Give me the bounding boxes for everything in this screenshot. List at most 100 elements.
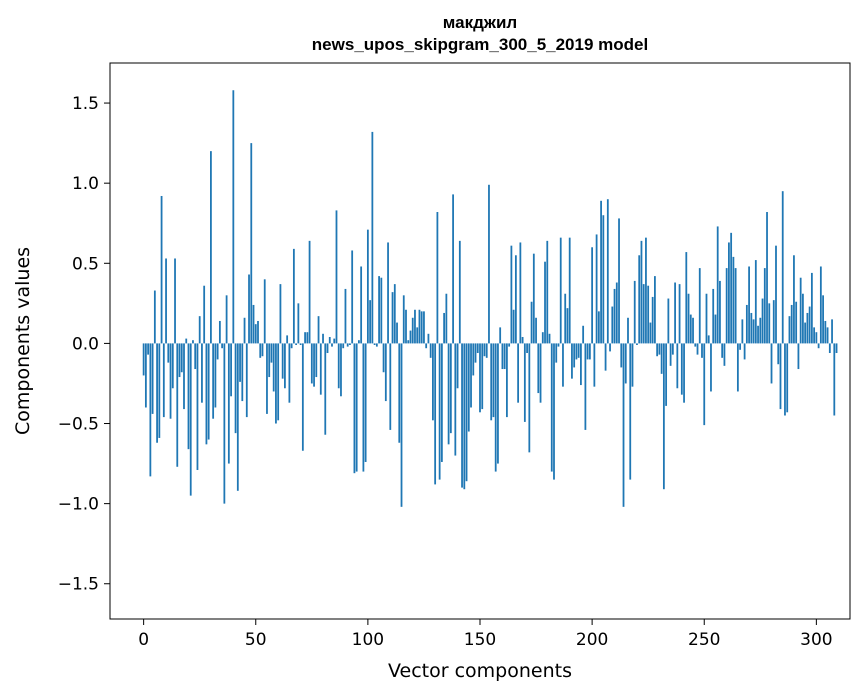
x-tick-label-2: 100 [352,630,384,650]
bar-66 [290,343,293,349]
bar-25 [198,316,201,344]
bar-153 [485,343,488,358]
bar-296 [806,312,809,344]
bar-210 [613,288,616,344]
x-tick-label-5: 250 [688,630,720,650]
bar-76 [313,343,315,387]
bar-31 [212,343,215,419]
bar-111 [391,292,394,344]
bar-44 [241,343,244,402]
bars-group [142,90,838,507]
bar-288 [788,316,791,344]
bar-4 [151,343,154,414]
bar-291 [795,301,798,344]
bar-81 [324,343,327,435]
bar-195 [580,343,582,386]
bar-79 [319,343,322,395]
bar-175 [535,317,537,344]
bar-220 [636,343,638,345]
bar-99 [364,343,367,462]
bar-162 [506,343,508,418]
bar-160 [501,343,504,370]
bar-189 [566,308,569,344]
bar-2 [147,343,150,355]
bar-249 [701,343,703,358]
bar-147 [472,343,475,376]
bar-303 [822,295,824,344]
bar-98 [362,343,365,472]
bar-110 [389,343,392,430]
bar-163 [508,343,511,347]
bar-239 [678,284,681,344]
bar-113 [396,322,398,344]
bar-268 [743,343,746,360]
bar-260 [725,268,728,344]
bar-21 [189,343,192,496]
bar-63 [284,343,286,389]
bar-148 [474,343,477,363]
bar-141 [458,240,461,344]
bar-233 [665,343,668,406]
bar-49 [252,304,255,344]
bar-198 [586,343,589,360]
bar-294 [802,293,804,344]
bar-262 [730,232,733,344]
bar-145 [467,343,470,432]
bar-214 [622,343,625,507]
bar-266 [739,343,742,350]
bar-250 [703,343,706,426]
bar-57 [270,343,273,363]
bar-282 [775,245,777,344]
bar-187 [562,343,564,387]
bar-124 [420,311,423,344]
x-tick-label-0: 0 [138,630,149,650]
bar-93 [351,250,354,344]
bar-190 [568,237,571,344]
bar-252 [707,335,710,344]
bar-168 [519,242,522,344]
bar-69 [297,303,300,344]
bar-122 [416,327,419,344]
bar-247 [696,343,699,355]
bar-30 [210,151,212,344]
bar-201 [593,343,596,387]
bar-97 [360,266,363,344]
bar-83 [328,336,331,344]
bar-54 [263,279,266,344]
bar-60 [277,343,280,421]
bar-80 [322,333,324,344]
bar-101 [369,300,372,344]
bar-32 [214,343,217,408]
bar-292 [797,343,800,370]
bar-103 [373,343,376,345]
bar-255 [714,314,717,344]
bar-41 [234,343,237,434]
bar-302 [819,266,822,344]
bar-139 [454,343,457,456]
y-axis-ticks: −1.5 −1.0 −0.5 0.0 0.5 1.0 1.5 [58,94,110,595]
bar-127 [427,333,430,344]
bar-16 [178,343,181,378]
bar-270 [748,266,750,344]
bar-24 [196,343,199,470]
bar-258 [721,343,724,358]
bar-90 [344,288,347,344]
bar-40 [232,90,235,344]
y-tick-label-2: −0.5 [58,415,99,435]
bar-297 [808,306,811,344]
bar-137 [449,343,452,434]
bar-39 [230,343,232,397]
bar-284 [779,343,782,410]
bar-102 [371,131,374,344]
bar-179 [544,261,546,344]
bar-132 [438,343,441,480]
bar-293 [799,277,802,344]
bar-82 [326,343,329,354]
bar-167 [517,343,520,403]
bar-212 [618,218,620,344]
bar-186 [559,237,562,344]
bar-170 [523,343,526,422]
bar-135 [445,293,448,344]
bar-64 [286,335,289,344]
bar-177 [539,343,542,403]
